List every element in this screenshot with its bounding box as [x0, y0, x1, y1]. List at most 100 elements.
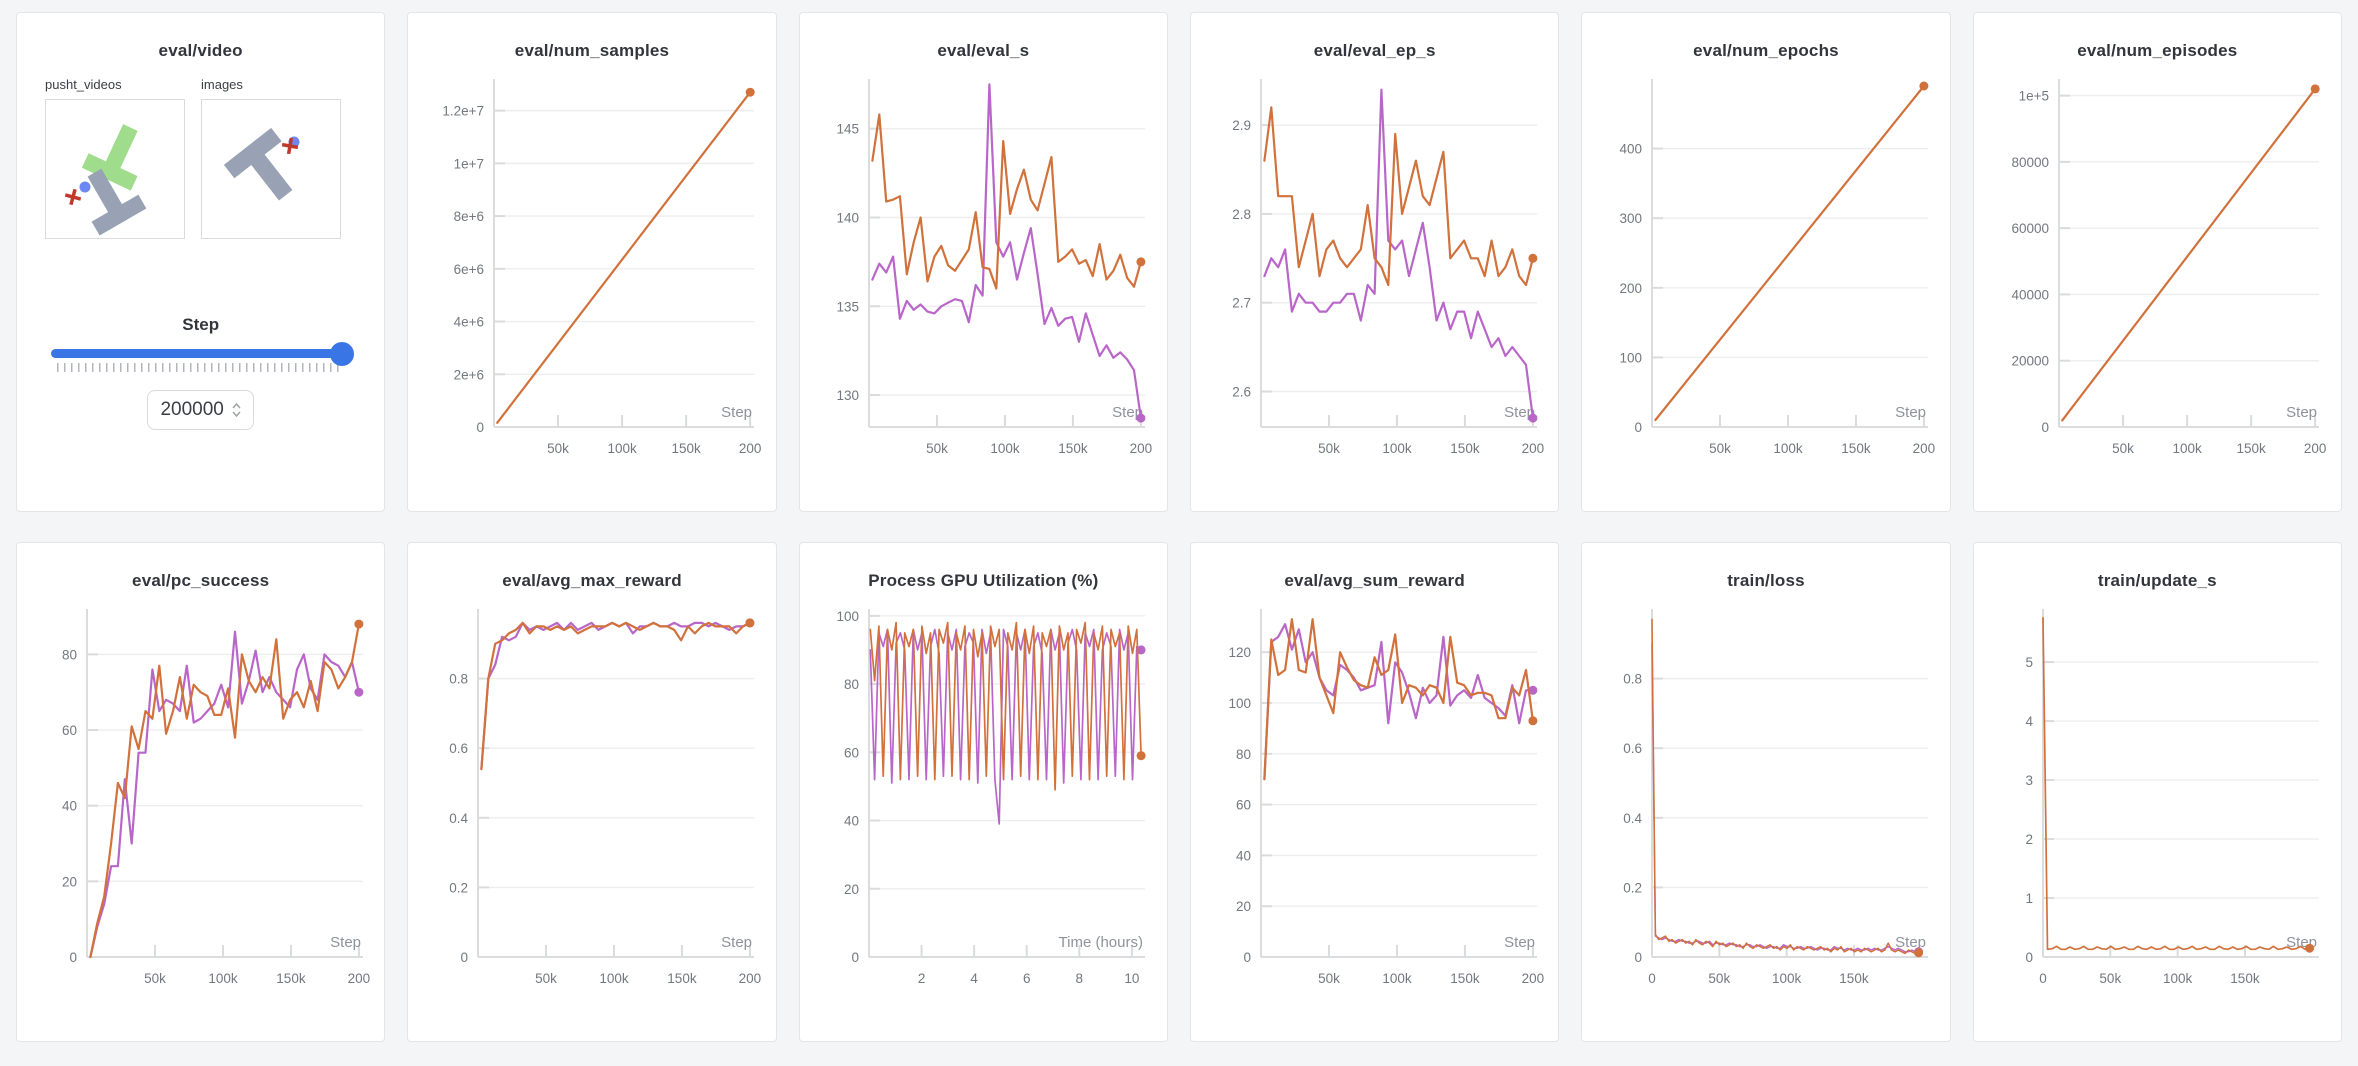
panel-eval-eval-s: eval/eval_s 130 135 140 145 50k 100k 150k 200 St…	[798, 12, 1168, 512]
svg-text:140: 140	[837, 210, 860, 225]
svg-text:Step: Step	[2286, 404, 2317, 421]
chart-title: train/loss	[1727, 571, 1805, 590]
chart-eval-num-samples[interactable]: 0 2e+6 4e+6 6e+6 8e+6 1e+7 1.2e+7 50k 100k 150k 20…	[414, 67, 769, 473]
svg-text:50k: 50k	[1318, 971, 1340, 986]
chart-eval-avg-max-reward[interactable]: 0 0.2 0.4 0.6 0.8 50k 100k 150k 200 Step	[414, 597, 769, 1003]
svg-text:Step: Step	[330, 934, 361, 951]
svg-text:1.2e+7: 1.2e+7	[442, 104, 484, 119]
chart-eval-eval-ep-s[interactable]: 2.6 2.7 2.8 2.9 50k 100k 150k 200 Step	[1197, 67, 1552, 473]
svg-text:0: 0	[852, 950, 860, 965]
chart-title: train/update_s	[2097, 571, 2217, 590]
slider-track[interactable]	[51, 341, 355, 366]
step-slider[interactable]	[51, 341, 355, 372]
svg-text:200: 200	[1521, 971, 1544, 986]
media-row: pusht_videos	[23, 77, 378, 239]
svg-text:200: 200	[2304, 441, 2327, 456]
chart-eval-num-episodes[interactable]: 0 20000 40000 60000 80000 1e+5 50k 100k 150k 200 S…	[1980, 67, 2335, 473]
svg-text:100k: 100k	[607, 441, 637, 456]
chart-title: eval/avg_sum_reward	[1284, 571, 1465, 590]
svg-text:150k: 150k	[671, 441, 701, 456]
svg-text:Time (hours): Time (hours)	[1059, 934, 1143, 951]
svg-text:150k: 150k	[276, 971, 306, 986]
svg-text:100k: 100k	[1772, 971, 1802, 986]
svg-text:50k: 50k	[2112, 441, 2134, 456]
svg-text:80: 80	[62, 647, 77, 662]
svg-text:2e+6: 2e+6	[454, 367, 484, 382]
svg-text:2.7: 2.7	[1232, 296, 1251, 311]
svg-text:8: 8	[1076, 971, 1084, 986]
svg-text:100: 100	[1619, 350, 1642, 365]
svg-text:130: 130	[837, 388, 860, 403]
media-images[interactable]: images	[201, 77, 341, 239]
chart-title: eval/pc_success	[132, 571, 270, 590]
svg-text:100k: 100k	[1382, 441, 1412, 456]
step-control: Step 200000	[23, 315, 378, 430]
pusht-video-thumbnail[interactable]	[45, 99, 185, 239]
step-value: 200000	[160, 399, 224, 420]
svg-text:0: 0	[1634, 420, 1642, 435]
panel-eval-avg-sum-reward: eval/avg_sum_reward 0 20 40 60 80 100 120 50k 10…	[1190, 542, 1560, 1042]
svg-text:150k: 150k	[667, 971, 697, 986]
chevron-up-icon[interactable]	[232, 403, 241, 409]
chevron-down-icon[interactable]	[232, 411, 241, 417]
svg-text:200: 200	[1619, 281, 1642, 296]
svg-text:8e+6: 8e+6	[454, 209, 484, 224]
svg-text:0: 0	[476, 420, 484, 435]
svg-text:0.2: 0.2	[449, 880, 468, 895]
svg-text:50k: 50k	[926, 441, 948, 456]
svg-text:4: 4	[2026, 714, 2034, 729]
svg-text:Step: Step	[1504, 404, 1535, 421]
svg-text:100: 100	[1228, 696, 1251, 711]
media-pusht-videos[interactable]: pusht_videos	[45, 77, 185, 239]
svg-text:80: 80	[844, 677, 859, 692]
panel-eval-avg-max-reward: eval/avg_max_reward 0 0.2 0.4 0.6 0.8 50k 100k…	[407, 542, 777, 1042]
chart-process-gpu-utilization[interactable]: 0 20 40 60 80 100 2 4 6 8 10 Time (hours)	[806, 597, 1161, 1003]
svg-text:100k: 100k	[2163, 971, 2193, 986]
chart-train-update-s[interactable]: 0 1 2 3 4 5 0 50k 100k 150k Step	[1980, 597, 2335, 1003]
svg-text:50k: 50k	[1708, 971, 1730, 986]
svg-text:60: 60	[62, 723, 77, 738]
svg-text:1: 1	[2026, 891, 2034, 906]
svg-text:100: 100	[837, 609, 860, 624]
chart-eval-num-epochs[interactable]: 0 100 200 300 400 50k 100k 150k 200 Step	[1588, 67, 1943, 473]
step-slider-label: Step	[182, 315, 220, 334]
svg-text:400: 400	[1619, 142, 1642, 157]
svg-text:10: 10	[1125, 971, 1140, 986]
chart-eval-eval-s[interactable]: 130 135 140 145 50k 100k 150k 200 Step	[806, 67, 1161, 473]
pusht-env-image	[64, 124, 147, 236]
slider-knob[interactable]	[330, 341, 355, 366]
svg-text:150k: 150k	[1059, 441, 1089, 456]
svg-text:0: 0	[1243, 950, 1251, 965]
svg-text:150k: 150k	[2237, 441, 2267, 456]
chart-eval-pc-success[interactable]: 0 20 40 60 80 50k 100k 150k 200 Step	[23, 597, 378, 1003]
panel-train-update-s: train/update_s 0 1 2 3 4 5 0 50k 100k 150k Step	[1972, 542, 2342, 1042]
svg-text:2: 2	[2026, 832, 2034, 847]
svg-text:100k: 100k	[208, 971, 238, 986]
svg-text:0.4: 0.4	[1623, 811, 1642, 826]
svg-text:20: 20	[844, 882, 859, 897]
svg-text:200: 200	[739, 971, 762, 986]
svg-text:60000: 60000	[2012, 221, 2050, 236]
stepper-spinner[interactable]	[232, 403, 241, 417]
chart-train-loss[interactable]: 0 0.2 0.4 0.6 0.8 0 50k 100k 150k Step	[1588, 597, 1943, 1003]
svg-text:40000: 40000	[2012, 287, 2050, 302]
svg-text:150k: 150k	[1450, 441, 1480, 456]
step-number-input[interactable]: 200000	[147, 390, 254, 430]
svg-text:100k: 100k	[991, 441, 1021, 456]
svg-text:150k: 150k	[1841, 441, 1871, 456]
slider-tick-ruler	[57, 363, 341, 372]
chart-title: Process GPU Utilization (%)	[868, 571, 1099, 590]
svg-text:4e+6: 4e+6	[454, 315, 484, 330]
chart-eval-avg-sum-reward[interactable]: 0 20 40 60 80 100 120 50k 100k 150k 200 Step	[1197, 597, 1552, 1003]
svg-text:Step: Step	[721, 404, 752, 421]
svg-text:Step: Step	[1895, 404, 1926, 421]
svg-text:200: 200	[1130, 441, 1153, 456]
chart-title: eval/num_samples	[514, 41, 670, 60]
images-thumbnail[interactable]	[201, 99, 341, 239]
svg-text:0.8: 0.8	[449, 672, 468, 687]
svg-text:6e+6: 6e+6	[454, 262, 484, 277]
svg-text:0: 0	[1648, 971, 1656, 986]
panel-eval-num-epochs: eval/num_epochs 0 100 200 300 400 50k 100k 150k…	[1581, 12, 1951, 512]
svg-text:2: 2	[918, 971, 926, 986]
svg-text:50k: 50k	[2100, 971, 2122, 986]
